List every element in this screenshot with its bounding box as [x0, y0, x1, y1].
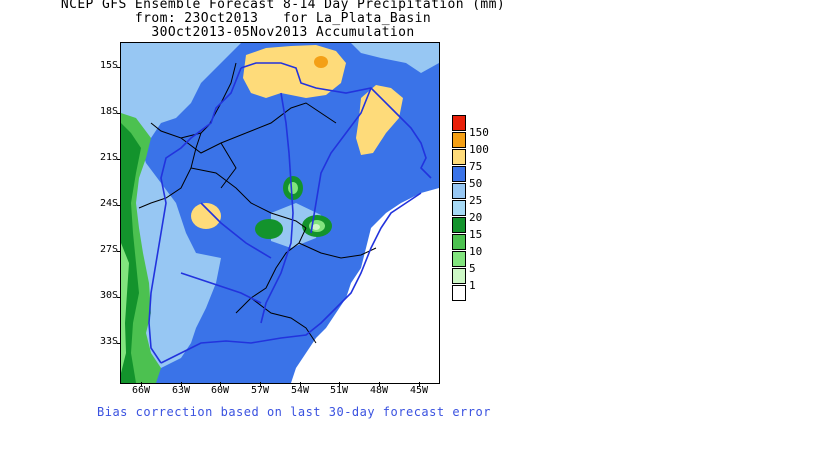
legend-label-15: 15 — [469, 228, 483, 241]
legend-label-150: 150 — [469, 126, 489, 139]
lat-label-18s: 18S — [99, 106, 118, 117]
precip-band-15-20-west — [121, 123, 141, 383]
lat-tick — [117, 67, 121, 68]
lon-tick — [220, 382, 221, 386]
forecast-date-line: from: 23Oct2013 for La_Plata_Basin — [134, 11, 432, 26]
lat-tick — [117, 159, 121, 160]
legend-swatch-75-100 — [452, 149, 466, 165]
precip-band-25-50-east — [351, 43, 439, 73]
legend-swatch-20-25 — [452, 200, 466, 216]
legend-label-50: 50 — [469, 177, 483, 190]
legend-swatch-15-20 — [452, 217, 466, 233]
lon-label-63w: 63W — [171, 385, 191, 396]
lat-label-21s: 21S — [99, 152, 118, 163]
lon-label-51w: 51W — [329, 385, 349, 396]
legend-label-5: 5 — [469, 262, 476, 275]
legend-swatch-150-plus — [452, 115, 466, 131]
legend-swatch-5-10 — [452, 251, 466, 267]
precip-patch-chaco — [255, 219, 283, 239]
map-title: NCEP GFS Ensemble Forecast 8-14 Day Prec… — [60, 0, 506, 12]
lon-tick — [339, 382, 340, 386]
lat-tick — [117, 205, 121, 206]
lat-label-15s: 15S — [99, 60, 118, 71]
accumulation-period-line: 30Oct2013-05Nov2013 Accumulation — [151, 25, 415, 40]
legend-swatch-25-50 — [452, 183, 466, 199]
precipitation-map — [120, 42, 440, 384]
legend-swatch-50-75 — [452, 166, 466, 182]
lat-tick — [117, 297, 121, 298]
legend-swatch-1-5 — [452, 268, 466, 284]
legend-label-100: 100 — [469, 143, 489, 156]
lon-label-45w: 45W — [409, 385, 429, 396]
lon-tick — [379, 382, 380, 386]
bias-correction-note: Bias correction based on last 30-day for… — [97, 405, 491, 419]
lat-tick — [117, 343, 121, 344]
precip-band-75-100-chaco — [191, 203, 221, 229]
precip-band-25-50-center — [271, 203, 321, 248]
precip-patch-paraguay-inner — [288, 182, 298, 194]
ocean-no-data — [291, 188, 439, 383]
legend-label-75: 75 — [469, 160, 483, 173]
lon-label-66w: 66W — [131, 385, 151, 396]
legend-label-25: 25 — [469, 194, 483, 207]
lon-label-54w: 54W — [290, 385, 310, 396]
lat-tick — [117, 251, 121, 252]
precip-band-75-100-east — [356, 85, 403, 155]
lon-tick — [300, 382, 301, 386]
lon-label-48w: 48W — [369, 385, 389, 396]
legend-swatch-100-150 — [452, 132, 466, 148]
legend-label-10: 10 — [469, 245, 483, 258]
legend-label-1: 1 — [469, 279, 476, 292]
legend-swatch-below-1 — [452, 285, 466, 301]
lon-tick — [181, 382, 182, 386]
precip-band-100-150-north — [314, 56, 328, 68]
precip-band-5-10-west — [121, 243, 129, 373]
lon-tick — [260, 382, 261, 386]
lon-tick — [141, 382, 142, 386]
lon-tick — [419, 382, 420, 386]
basin-outline — [148, 62, 432, 364]
lat-label-33s: 33S — [99, 336, 118, 347]
precip-patch-misiones-core — [312, 224, 320, 230]
legend-label-20: 20 — [469, 211, 483, 224]
lat-label-24s: 24S — [99, 198, 118, 209]
lon-label-60w: 60W — [210, 385, 230, 396]
lat-label-30s: 30S — [99, 290, 118, 301]
lon-label-57w: 57W — [250, 385, 270, 396]
lat-label-27s: 27S — [99, 244, 118, 255]
legend-swatch-10-15 — [452, 234, 466, 250]
lat-tick — [117, 113, 121, 114]
